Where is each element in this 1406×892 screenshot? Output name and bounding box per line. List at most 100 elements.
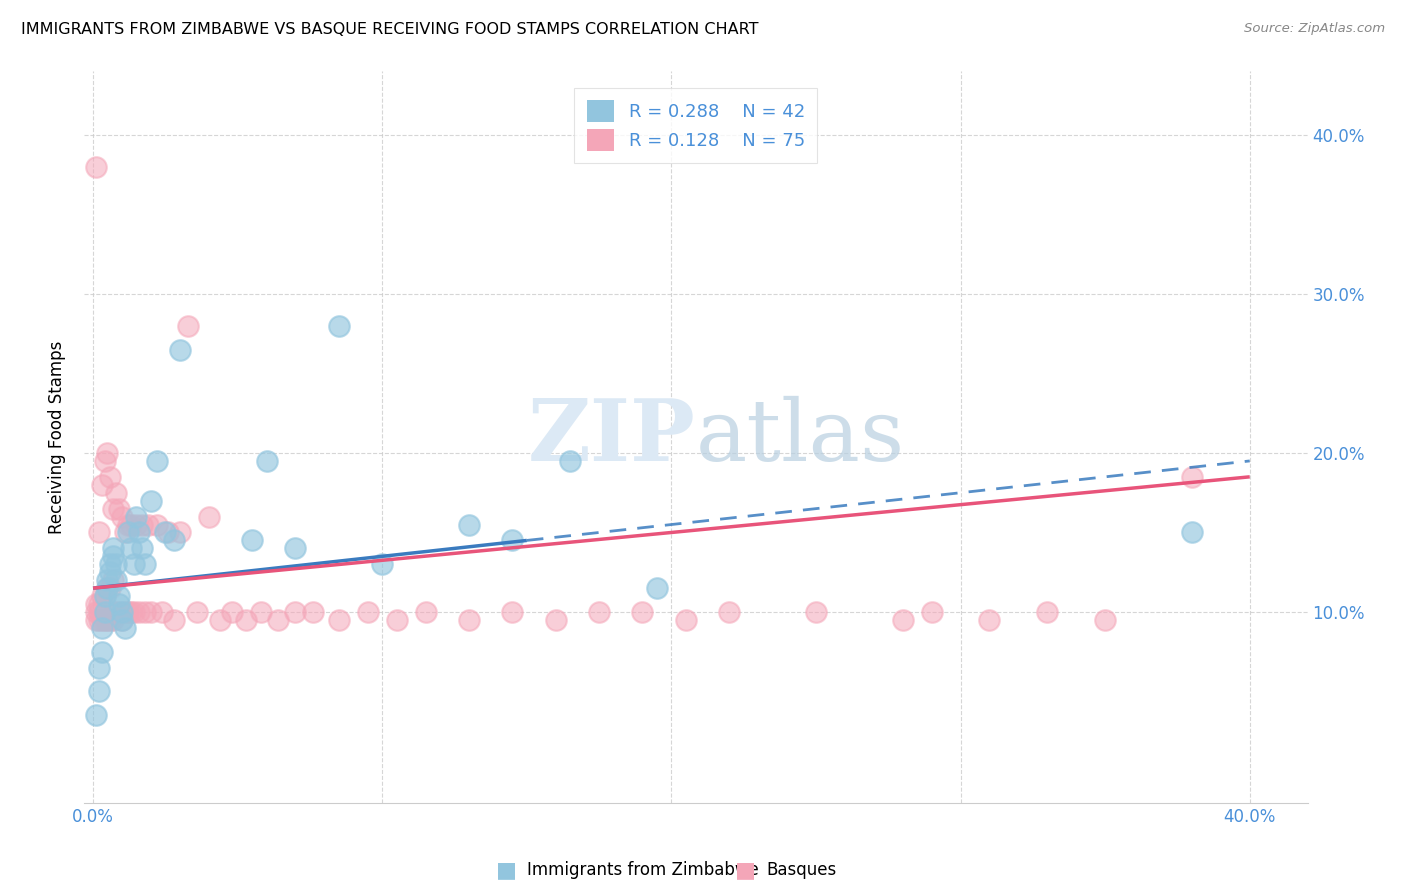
Point bbox=[458, 613, 481, 627]
Point bbox=[371, 558, 394, 572]
Point bbox=[105, 605, 128, 619]
Point bbox=[501, 533, 523, 548]
Point bbox=[122, 605, 145, 619]
Legend: R = 0.288    N = 42, R = 0.128    N = 75: R = 0.288 N = 42, R = 0.128 N = 75 bbox=[575, 87, 817, 163]
Point bbox=[93, 454, 115, 468]
Point bbox=[128, 605, 150, 619]
Point bbox=[105, 485, 128, 500]
Point bbox=[120, 517, 142, 532]
Point bbox=[117, 525, 139, 540]
Point bbox=[1181, 470, 1204, 484]
Point bbox=[131, 517, 153, 532]
Point bbox=[139, 493, 162, 508]
Point bbox=[152, 605, 174, 619]
Point bbox=[90, 621, 112, 635]
Point bbox=[186, 605, 208, 619]
Point bbox=[84, 160, 107, 174]
Point bbox=[103, 549, 125, 564]
Point bbox=[105, 573, 128, 587]
Point bbox=[122, 558, 145, 572]
Point bbox=[93, 613, 115, 627]
Point bbox=[328, 318, 350, 333]
Point bbox=[134, 558, 156, 572]
Point bbox=[96, 581, 118, 595]
Point bbox=[103, 613, 125, 627]
Point bbox=[209, 613, 232, 627]
Point bbox=[120, 605, 142, 619]
Point bbox=[100, 581, 122, 595]
Point bbox=[221, 605, 243, 619]
Text: atlas: atlas bbox=[696, 395, 905, 479]
Text: Immigrants from Zimbabwe: Immigrants from Zimbabwe bbox=[527, 861, 759, 879]
Point bbox=[93, 605, 115, 619]
Text: Source: ZipAtlas.com: Source: ZipAtlas.com bbox=[1244, 22, 1385, 36]
Point bbox=[157, 525, 180, 540]
Point bbox=[100, 566, 122, 580]
Point bbox=[1094, 613, 1116, 627]
Point bbox=[458, 517, 481, 532]
Point bbox=[93, 589, 115, 603]
Point bbox=[718, 605, 741, 619]
Point bbox=[128, 525, 150, 540]
Point bbox=[891, 613, 914, 627]
Point bbox=[544, 613, 567, 627]
Point bbox=[125, 509, 148, 524]
Point bbox=[114, 621, 136, 635]
Text: IMMIGRANTS FROM ZIMBABWE VS BASQUE RECEIVING FOOD STAMPS CORRELATION CHART: IMMIGRANTS FROM ZIMBABWE VS BASQUE RECEI… bbox=[21, 22, 759, 37]
Point bbox=[163, 613, 186, 627]
Point bbox=[87, 597, 110, 611]
Point bbox=[100, 470, 122, 484]
Point bbox=[96, 613, 118, 627]
Point bbox=[177, 318, 200, 333]
Point bbox=[256, 454, 278, 468]
Point bbox=[108, 501, 131, 516]
Point bbox=[675, 613, 697, 627]
Point bbox=[249, 605, 271, 619]
Point bbox=[108, 589, 131, 603]
Point bbox=[1036, 605, 1059, 619]
Point bbox=[235, 613, 257, 627]
Point bbox=[103, 541, 125, 556]
Point bbox=[284, 605, 307, 619]
Point bbox=[103, 573, 125, 587]
Point bbox=[501, 605, 523, 619]
Point bbox=[169, 343, 191, 357]
Point bbox=[145, 454, 167, 468]
Point bbox=[169, 525, 191, 540]
Point bbox=[111, 605, 134, 619]
Point bbox=[125, 517, 148, 532]
Point bbox=[155, 525, 177, 540]
Point bbox=[301, 605, 323, 619]
Point bbox=[415, 605, 437, 619]
Point bbox=[90, 613, 112, 627]
Point bbox=[136, 517, 159, 532]
Point bbox=[108, 605, 131, 619]
Point bbox=[979, 613, 1001, 627]
Point bbox=[284, 541, 307, 556]
Point bbox=[1181, 525, 1204, 540]
Text: ZIP: ZIP bbox=[529, 395, 696, 479]
Point bbox=[96, 573, 118, 587]
Text: ■: ■ bbox=[735, 860, 755, 880]
Text: Basques: Basques bbox=[766, 861, 837, 879]
Point bbox=[560, 454, 582, 468]
Point bbox=[139, 605, 162, 619]
Point bbox=[84, 605, 107, 619]
Point bbox=[105, 558, 128, 572]
Text: ■: ■ bbox=[496, 860, 516, 880]
Point bbox=[108, 597, 131, 611]
Point bbox=[87, 684, 110, 698]
Point bbox=[134, 605, 156, 619]
Point bbox=[114, 525, 136, 540]
Point bbox=[93, 589, 115, 603]
Point bbox=[111, 613, 134, 627]
Point bbox=[84, 708, 107, 723]
Point bbox=[385, 613, 408, 627]
Point bbox=[90, 477, 112, 491]
Point bbox=[145, 517, 167, 532]
Point bbox=[240, 533, 263, 548]
Point bbox=[84, 597, 107, 611]
Point bbox=[267, 613, 290, 627]
Point bbox=[100, 558, 122, 572]
Point bbox=[631, 605, 654, 619]
